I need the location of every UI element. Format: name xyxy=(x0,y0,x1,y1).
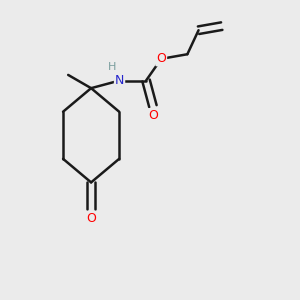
Text: O: O xyxy=(156,52,166,65)
Text: H: H xyxy=(108,62,116,72)
Text: N: N xyxy=(115,74,124,87)
Text: O: O xyxy=(148,109,158,122)
Text: O: O xyxy=(86,212,96,225)
